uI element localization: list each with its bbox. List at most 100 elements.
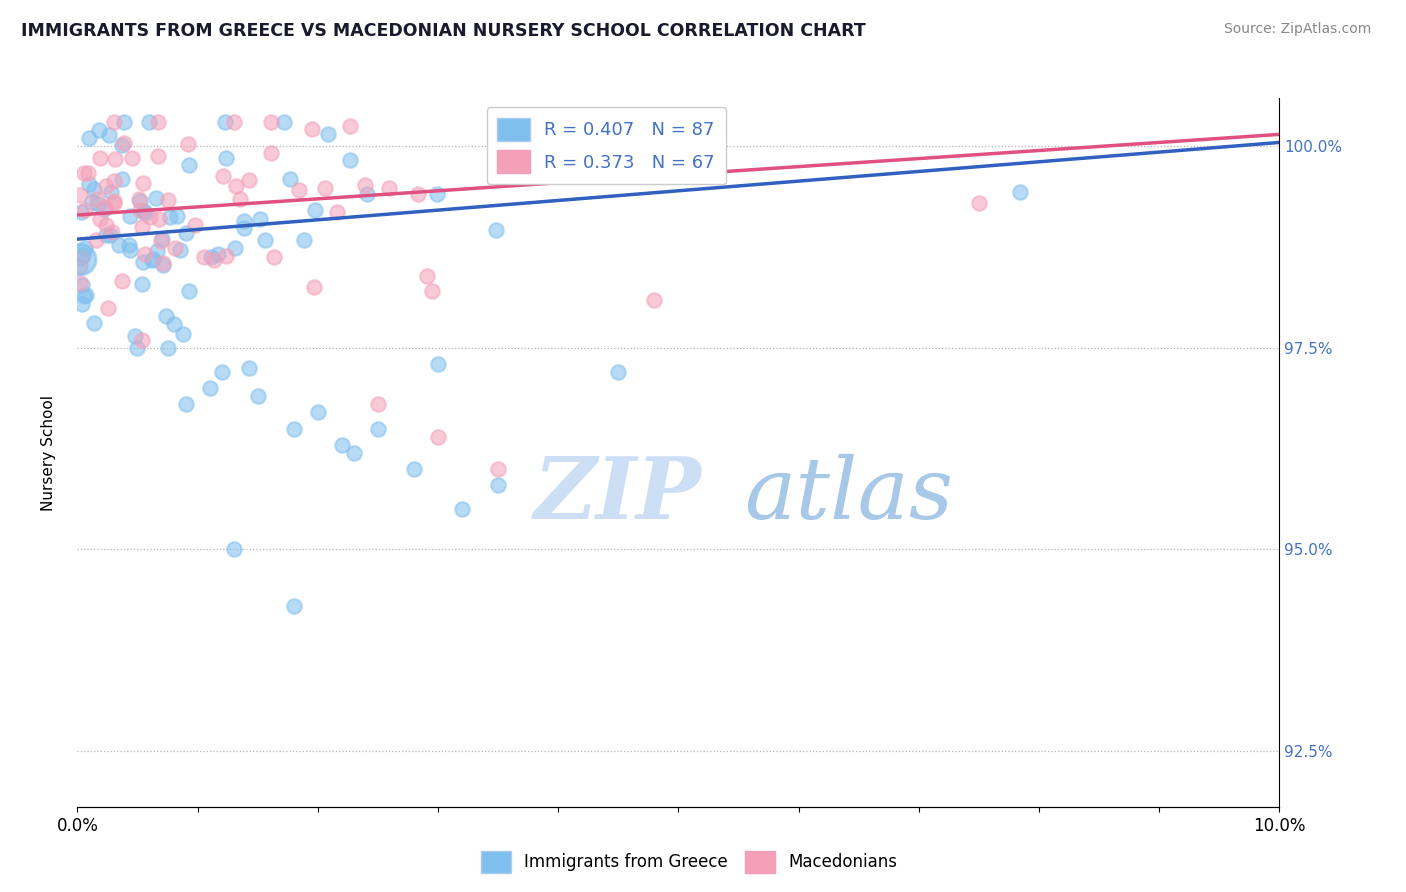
Point xyxy=(174,397,197,411)
Point xyxy=(82,195,104,210)
Point xyxy=(356,186,378,201)
Point xyxy=(83,316,105,330)
Point xyxy=(108,237,131,252)
Point xyxy=(152,256,174,270)
Point xyxy=(100,225,122,239)
Point xyxy=(131,277,153,291)
Point xyxy=(103,194,125,209)
Point xyxy=(260,146,283,161)
Point xyxy=(967,195,990,210)
Point xyxy=(69,252,91,267)
Point xyxy=(416,268,439,283)
Point xyxy=(200,250,222,264)
Point xyxy=(229,192,252,206)
Point xyxy=(73,202,96,217)
Point xyxy=(103,115,125,129)
Point xyxy=(146,244,169,258)
Point xyxy=(238,173,260,187)
Point xyxy=(367,397,389,411)
Point xyxy=(222,542,245,557)
Point xyxy=(260,115,283,129)
Point xyxy=(124,328,146,343)
Point xyxy=(202,253,225,268)
Point xyxy=(111,274,134,288)
Point xyxy=(141,252,163,267)
Point xyxy=(249,211,271,226)
Point xyxy=(253,233,276,247)
Point xyxy=(79,131,101,145)
Point xyxy=(97,128,120,143)
Point xyxy=(110,172,132,186)
Point xyxy=(94,200,117,214)
Point xyxy=(145,191,167,205)
Point xyxy=(198,381,221,395)
Point xyxy=(94,219,117,233)
Point xyxy=(339,119,361,133)
Point xyxy=(169,243,191,257)
Point xyxy=(86,192,108,206)
Point xyxy=(134,204,156,219)
Point xyxy=(451,502,474,516)
Point xyxy=(232,221,254,235)
Point xyxy=(103,174,125,188)
Point xyxy=(77,177,100,191)
Point xyxy=(163,241,186,255)
Point xyxy=(596,127,619,141)
Point xyxy=(607,365,630,379)
Point xyxy=(128,192,150,206)
Point xyxy=(326,205,349,219)
Point xyxy=(69,259,91,273)
Point xyxy=(132,176,155,190)
Point xyxy=(292,233,315,247)
Point xyxy=(159,210,181,224)
Point xyxy=(486,462,509,476)
Point xyxy=(83,182,105,196)
Point xyxy=(406,186,429,201)
Point xyxy=(75,287,97,301)
Point xyxy=(232,214,254,228)
Point xyxy=(146,149,169,163)
Point xyxy=(212,169,235,184)
Point xyxy=(118,243,141,257)
Point xyxy=(131,333,153,347)
Point xyxy=(378,180,401,194)
Point xyxy=(426,186,449,201)
Point xyxy=(70,278,93,293)
Point xyxy=(367,421,389,435)
Point xyxy=(162,317,184,331)
Point xyxy=(69,188,91,202)
Point xyxy=(402,462,425,476)
Point xyxy=(73,289,96,303)
Text: Source: ZipAtlas.com: Source: ZipAtlas.com xyxy=(1223,22,1371,37)
Point xyxy=(87,197,110,211)
Point xyxy=(354,178,377,192)
Point xyxy=(131,219,153,234)
Point xyxy=(73,166,96,180)
Point xyxy=(156,193,179,207)
Point xyxy=(263,250,285,264)
Point xyxy=(330,437,353,451)
Point xyxy=(121,151,143,165)
Point xyxy=(307,405,329,419)
Point xyxy=(193,250,215,264)
Point xyxy=(343,446,366,460)
Point xyxy=(278,172,301,186)
Point xyxy=(314,181,336,195)
Point xyxy=(283,599,305,613)
Point xyxy=(112,136,135,150)
Point xyxy=(177,284,200,298)
Point xyxy=(485,223,508,237)
Point xyxy=(84,233,107,247)
Point xyxy=(273,115,295,129)
Point xyxy=(301,121,323,136)
Point xyxy=(302,280,325,294)
Y-axis label: Nursery School: Nursery School xyxy=(42,394,56,511)
Point xyxy=(103,195,125,210)
Point xyxy=(93,202,115,216)
Point xyxy=(174,226,197,240)
Point xyxy=(89,211,111,226)
Point xyxy=(155,309,177,323)
Point xyxy=(134,247,156,261)
Point xyxy=(76,166,98,180)
Point xyxy=(156,341,179,355)
